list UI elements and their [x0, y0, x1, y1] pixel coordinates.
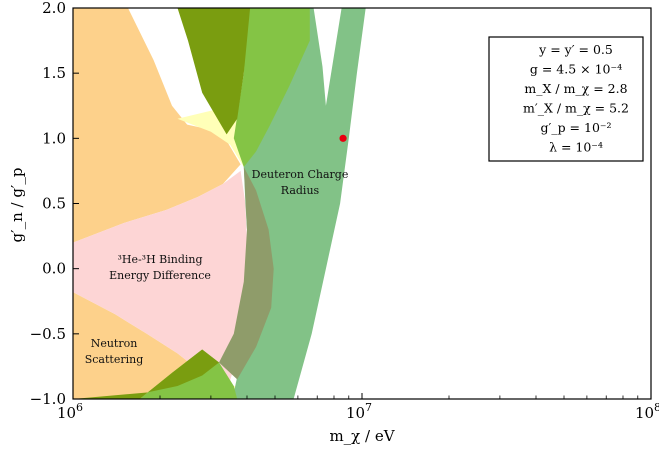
region-label-0-line-0: Neutron: [91, 337, 138, 350]
y-tick-label-5: 1.5: [42, 64, 66, 82]
y-tick-label-0: −1.0: [30, 390, 66, 408]
region-label-0-line-1: Scattering: [85, 353, 144, 366]
region-4-part-0: [233, 8, 310, 167]
legend-line-0: y = y′ = 0.5: [538, 42, 613, 57]
region-label-3-line-1: Radius: [281, 184, 320, 197]
region-6-part-0: [219, 167, 274, 380]
region-label-1-line-0: ³He-³H Binding: [117, 253, 202, 266]
legend-line-4: g′_p = 10⁻²: [540, 120, 611, 135]
legend-line-3: m′_X / m_χ = 5.2: [523, 101, 629, 116]
y-tick-label-3: 0.5: [42, 195, 66, 213]
region-0-part-1: [73, 120, 241, 243]
regions-layer: [73, 8, 366, 399]
region-5-part-1: [73, 349, 219, 399]
region-labels-layer: Neutron Scattering ³He-³H Binding Energy Di…: [85, 168, 349, 366]
x-tick-label-1: 107: [346, 401, 372, 422]
y-tick-label-6: 2.0: [42, 0, 66, 17]
region-label-1-line-1: Energy Difference: [109, 269, 211, 282]
y-axis-label: g′_n / g′_p: [8, 168, 26, 243]
legend: y = y′ = 0.5 g = 4.5 × 10⁻⁴ m_X / m_χ = 2.…: [488, 36, 644, 162]
points-layer: [339, 134, 347, 142]
y-axis-ticks: −1.0 −0.5 0.0 0.5 1.0 1.5 2.0: [30, 0, 79, 408]
y-tick-label-1: −0.5: [30, 325, 66, 343]
region-5-part-0: [177, 8, 251, 135]
y-tick-label-2: 0.0: [42, 260, 66, 278]
region-label-3-line-0: Deuteron Charge: [252, 168, 349, 181]
legend-line-5: λ = 10⁻⁴: [549, 140, 603, 155]
legend-line-2: m_X / m_χ = 2.8: [524, 81, 627, 96]
x-axis-label: m_χ / eV: [329, 427, 395, 445]
y-tick-label-4: 1.0: [42, 129, 66, 147]
x-tick-label-2: 108: [635, 401, 659, 422]
region-1-part-0: [73, 170, 247, 393]
legend-line-1: g = 4.5 × 10⁻⁴: [530, 62, 622, 77]
legend-box: [488, 36, 644, 162]
data-point-0: [339, 134, 347, 142]
